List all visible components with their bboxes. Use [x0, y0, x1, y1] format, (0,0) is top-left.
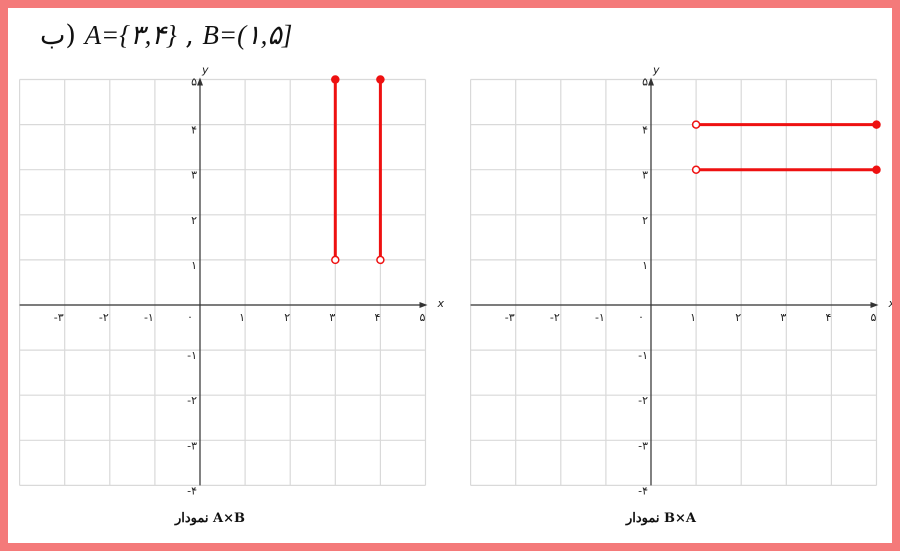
- set-b: B=(۱,۵]: [202, 20, 293, 50]
- y-tick-label: ۱: [642, 259, 648, 272]
- x-axis-label: x: [888, 297, 896, 310]
- x-axis-label: x: [437, 297, 445, 310]
- x-tick-label: -۳: [505, 311, 515, 324]
- x-axis-arrow: [870, 302, 879, 308]
- y-tick-label: -۱: [187, 349, 197, 362]
- x-tick-label: ۲: [284, 311, 290, 324]
- closed-endpoint: [872, 120, 881, 129]
- y-axis-arrow: [197, 77, 203, 86]
- x-tick-label: ۵: [871, 311, 877, 324]
- x-tick-label: ۳: [329, 311, 335, 324]
- y-tick-label: ۳: [191, 169, 197, 182]
- x-tick-label: -۲: [99, 311, 109, 324]
- y-axis-label: y: [652, 64, 660, 77]
- y-tick-label: ۴: [191, 124, 197, 137]
- graph-segment: [691, 165, 881, 174]
- y-tick-label: ۲: [191, 214, 197, 227]
- x-tick-label: -۲: [550, 311, 560, 324]
- chart-2: x y -۳ -۲ -۱ · ۱ ۲ ۳ ۴ ۵ -۴ -۳ -۲ -۱ ۱ ۲ ۳ ۴ ۵ نمودار B×A: [470, 64, 896, 526]
- y-tick-label: ۱: [191, 259, 197, 272]
- chart-1: x y -۳ -۲ -۱ · ۱ ۲ ۳ ۴ ۵ -۴ -۳ -۲ -۱ ۱ ۲ ۳ ۴ ۵ نمودار A×B: [19, 64, 445, 526]
- x-tick-label: ۴: [374, 311, 380, 324]
- part-label: ب): [40, 20, 76, 51]
- y-tick-label: -۲: [638, 394, 648, 407]
- graph-segment: [376, 75, 385, 265]
- y-tick-label: -۱: [638, 349, 648, 362]
- x-tick-label: ۳: [780, 311, 786, 324]
- y-axis-arrow: [648, 77, 654, 86]
- y-tick-label: -۳: [187, 439, 197, 452]
- y-tick-label: -۴: [187, 484, 197, 497]
- graph-segment: [691, 120, 881, 129]
- y-axis-label: y: [201, 64, 209, 77]
- y-tick-label: ۴: [642, 124, 648, 137]
- problem-title: ب) A={۳,۴} , B=(۱,۵]: [40, 20, 292, 51]
- x-tick-label: -۱: [595, 311, 605, 324]
- x-tick-label: ·: [188, 311, 192, 324]
- open-endpoint: [376, 255, 385, 265]
- closed-endpoint: [331, 75, 340, 84]
- y-tick-label: -۲: [187, 394, 197, 407]
- chart-caption: نمودار B×A: [625, 511, 697, 526]
- chart-caption: نمودار A×B: [174, 511, 245, 526]
- x-tick-label: ۱: [239, 311, 245, 324]
- y-tick-label: -۳: [638, 439, 648, 452]
- y-tick-label: ۵: [642, 76, 648, 89]
- closed-endpoint: [376, 75, 385, 84]
- x-tick-label: ۱: [690, 311, 696, 324]
- open-endpoint: [331, 255, 340, 265]
- open-endpoint: [691, 165, 701, 174]
- graph-segment: [331, 75, 340, 265]
- x-tick-label: ·: [639, 311, 643, 324]
- y-tick-label: -۴: [638, 484, 648, 497]
- y-tick-label: ۳: [642, 169, 648, 182]
- separator: ,: [176, 20, 203, 51]
- y-tick-label: ۲: [642, 214, 648, 227]
- x-tick-label: ۴: [825, 311, 831, 324]
- open-endpoint: [691, 120, 701, 129]
- x-tick-label: -۱: [144, 311, 154, 324]
- set-a: A={۳,۴}: [84, 20, 177, 50]
- y-tick-label: ۵: [191, 76, 197, 89]
- x-tick-label: -۳: [54, 311, 64, 324]
- closed-endpoint: [872, 165, 881, 174]
- x-tick-label: ۲: [735, 311, 741, 324]
- x-axis-arrow: [419, 302, 428, 308]
- x-tick-label: ۵: [420, 311, 426, 324]
